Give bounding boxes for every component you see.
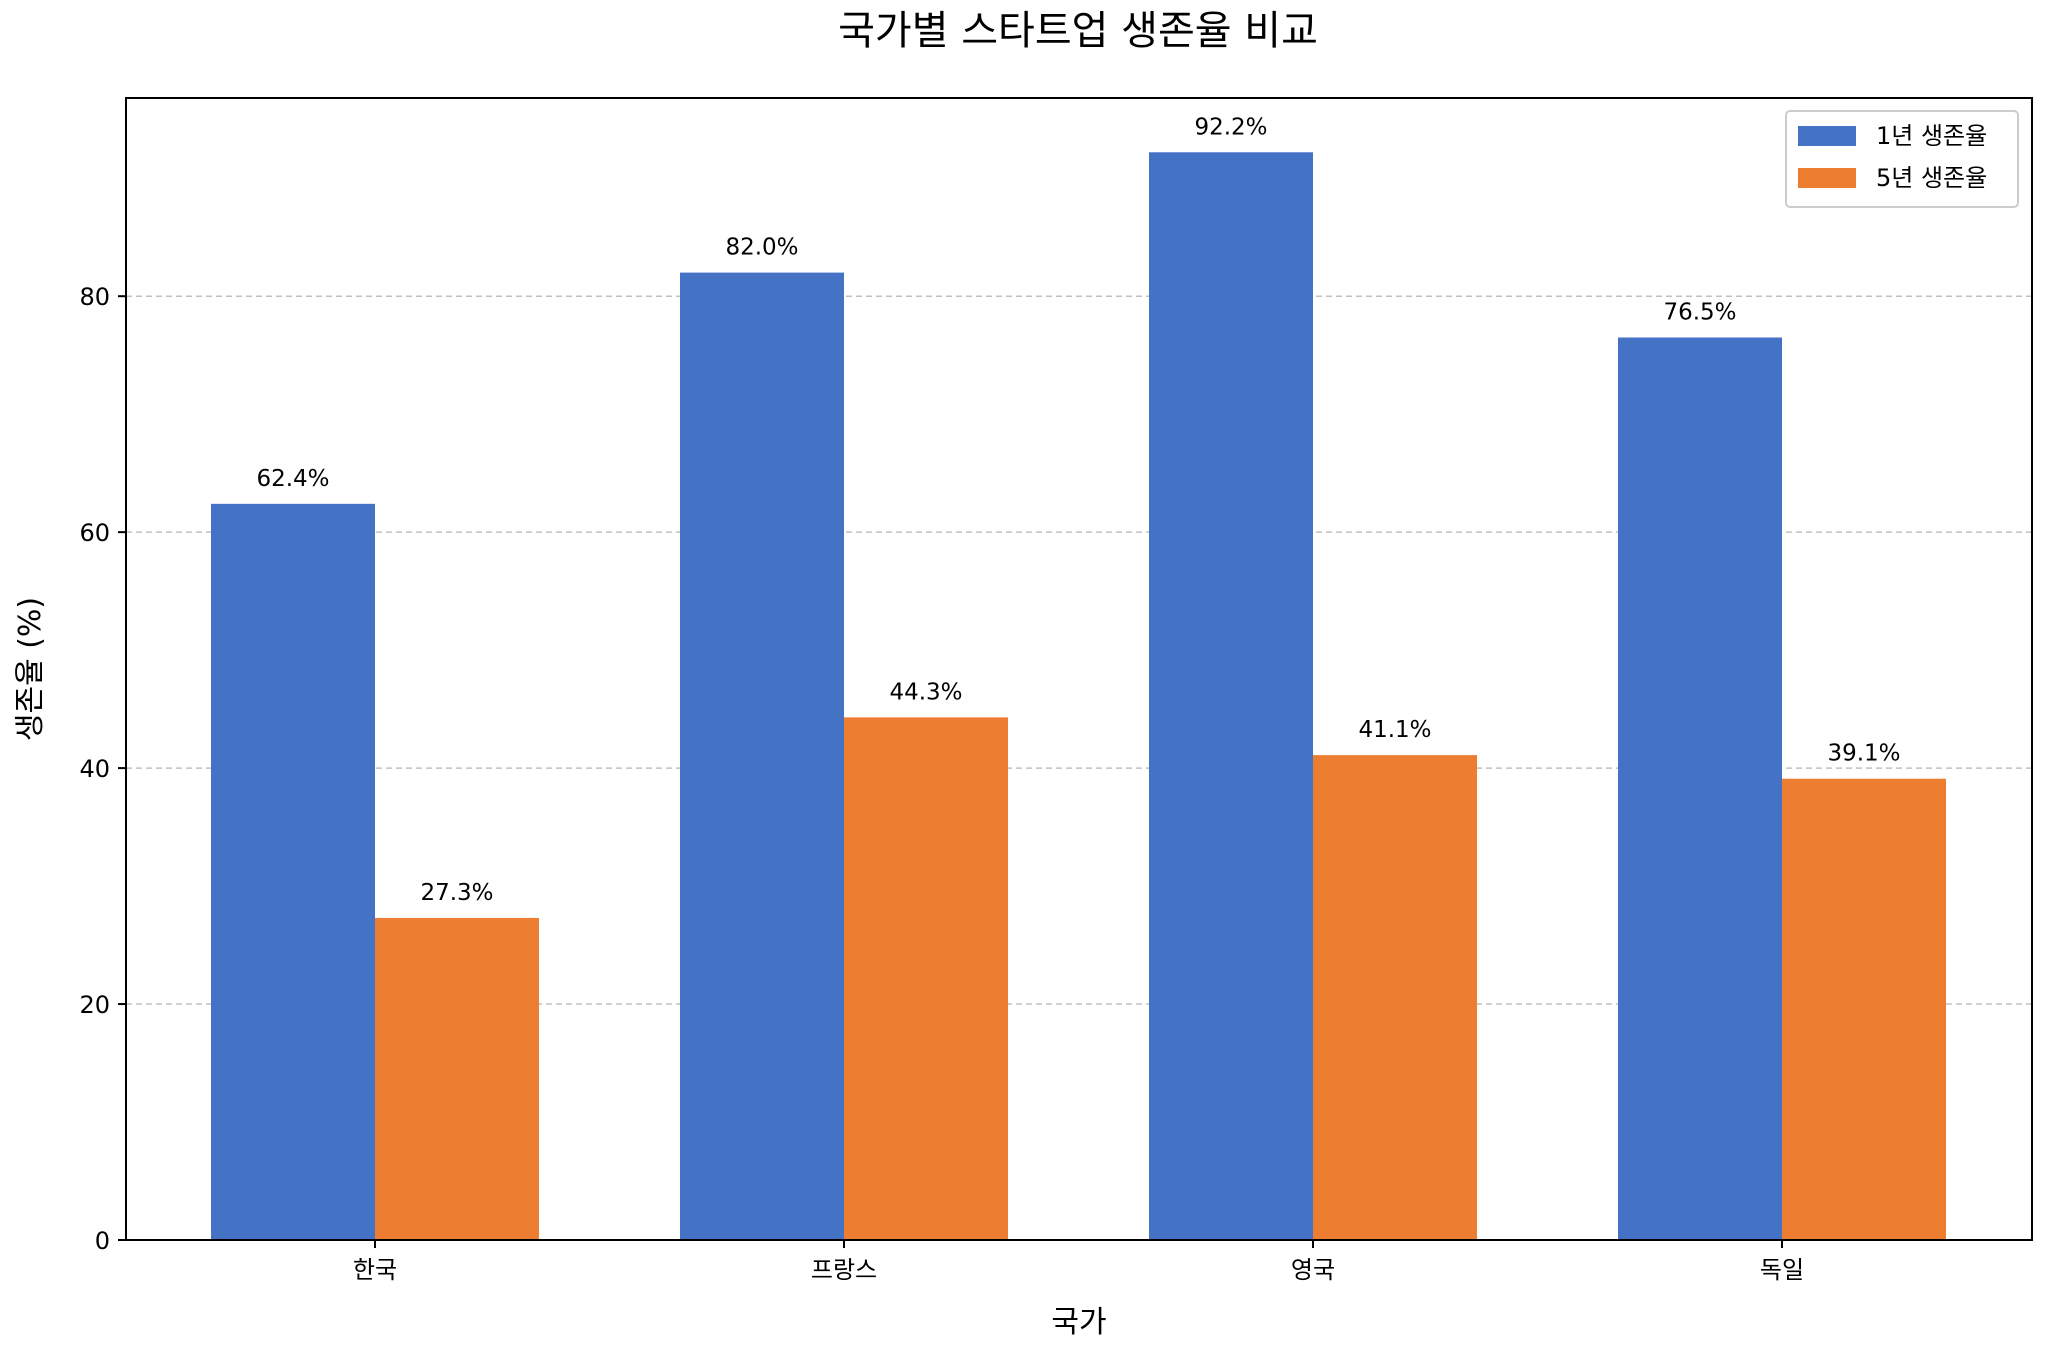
data-label-1yr: 82.0% [725,235,798,261]
x-axis-title: 국가 [1051,1305,1106,1340]
data-label-5yr: 27.3% [420,880,493,906]
y-tick-label: 0 [95,1227,110,1255]
plot-frame [125,97,2033,1241]
bar-1yr [211,503,375,1240]
bar-1yr [1149,152,1313,1241]
legend-label-1yr: 1년 생존율 [1876,122,1987,150]
x-tick-label: 한국 [353,1256,397,1284]
data-label-1yr: 62.4% [256,466,329,492]
x-tick-label: 영국 [1291,1256,1335,1284]
bars [211,152,1946,1241]
bar-1yr [1618,337,1782,1241]
bar-1yr [680,272,844,1241]
grid-lines [126,295,2032,1005]
bar-5yr [844,717,1008,1240]
legend-label-5yr: 5년 생존율 [1876,164,1987,192]
data-labels: 62.4% 82.0% 92.2% 76.5% 27.3% 44.3% 41.1% 39.1% [256,114,1900,906]
bar-5yr [375,917,539,1240]
x-tick-label: 프랑스 [811,1256,877,1284]
legend: 1년 생존율 5년 생존율 [1785,110,2019,208]
data-label-1yr: 76.5% [1663,299,1736,325]
y-tick-label: 60 [79,519,110,547]
y-tick-label: 20 [79,991,110,1019]
data-label-1yr: 92.2% [1194,114,1267,140]
y-tick-label: 40 [79,755,110,783]
data-label-5yr: 41.1% [1358,717,1431,743]
y-axis-title: 생존율 (%) [13,597,48,741]
legend-swatch-5yr [1798,168,1856,188]
bar-5yr [1782,778,1946,1240]
x-axis-ticks: 한국 프랑스 영국 독일 [353,1240,1804,1284]
bar-5yr [1313,755,1477,1240]
y-tick-label: 80 [79,283,110,311]
legend-swatch-1yr [1798,126,1856,146]
x-tick-label: 독일 [1760,1256,1804,1284]
data-label-5yr: 39.1% [1827,741,1900,767]
chart-title: 국가별 스타트업 생존율 비교 [838,8,1318,54]
y-axis-ticks: 0 20 40 60 80 [79,283,126,1255]
data-label-5yr: 44.3% [889,679,962,705]
